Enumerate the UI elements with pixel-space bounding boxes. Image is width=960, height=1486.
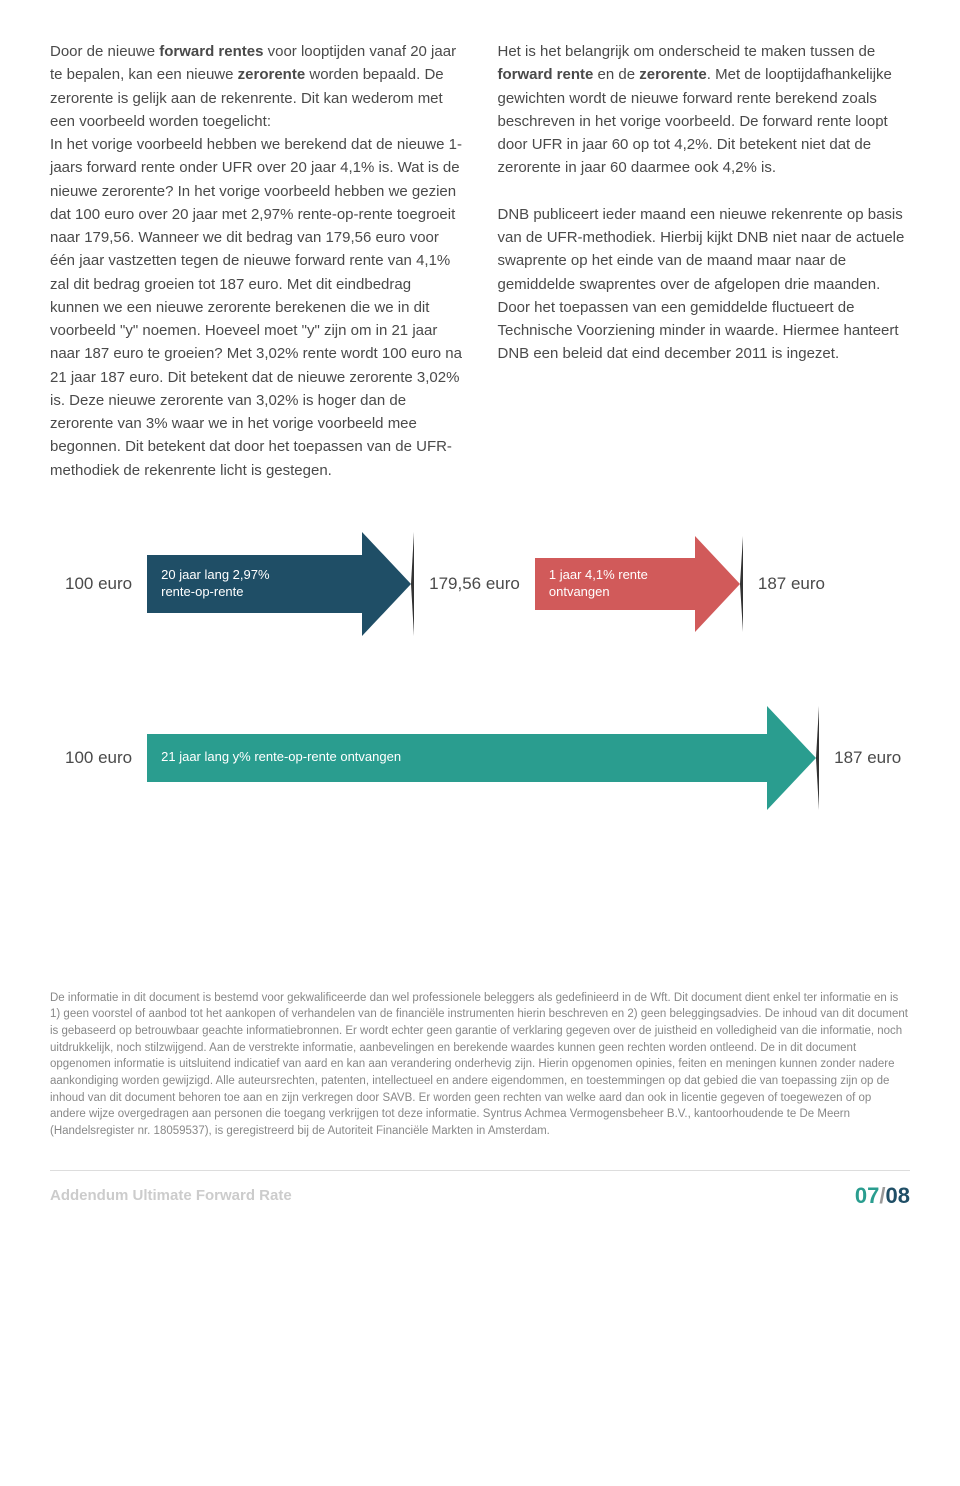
row2-start-label: 100 euro [50, 748, 147, 768]
page-footer: Addendum Ultimate Forward Rate 07/08 [50, 1170, 910, 1209]
diagram-row-2: 100 euro 21 jaar lang y% rente-op-rente … [50, 706, 910, 810]
row1-start-label: 100 euro [50, 574, 147, 594]
row2-end-label: 187 euro [819, 748, 916, 768]
arrow-1-label: 20 jaar lang 2,97% rente-op-rente [161, 567, 269, 601]
disclaimer-text: De informatie in dit document is bestemd… [50, 990, 910, 1140]
arrow-2-label: 1 jaar 4,1% rente ontvangen [549, 567, 648, 601]
footer-title: Addendum Ultimate Forward Rate [50, 1187, 292, 1204]
footer-page-number: 07/08 [855, 1183, 910, 1209]
arrow-2: 1 jaar 4,1% rente ontvangen [535, 536, 743, 632]
row1-mid-label: 179,56 euro [414, 574, 535, 594]
body-columns: Door de nieuwe forward rentes voor loopt… [50, 40, 910, 482]
arrow-3: 21 jaar lang y% rente-op-rente ontvangen [147, 706, 819, 810]
column-left: Door de nieuwe forward rentes voor loopt… [50, 40, 463, 482]
arrow-1: 20 jaar lang 2,97% rente-op-rente [147, 532, 414, 636]
row1-end-label: 187 euro [743, 574, 840, 594]
diagram-row-1: 100 euro 20 jaar lang 2,97% rente-op-ren… [50, 532, 910, 636]
arrow-3-label: 21 jaar lang y% rente-op-rente ontvangen [161, 749, 401, 766]
diagram: 100 euro 20 jaar lang 2,97% rente-op-ren… [50, 532, 910, 810]
column-right: Het is het belangrijk om onderscheid te … [498, 40, 911, 482]
